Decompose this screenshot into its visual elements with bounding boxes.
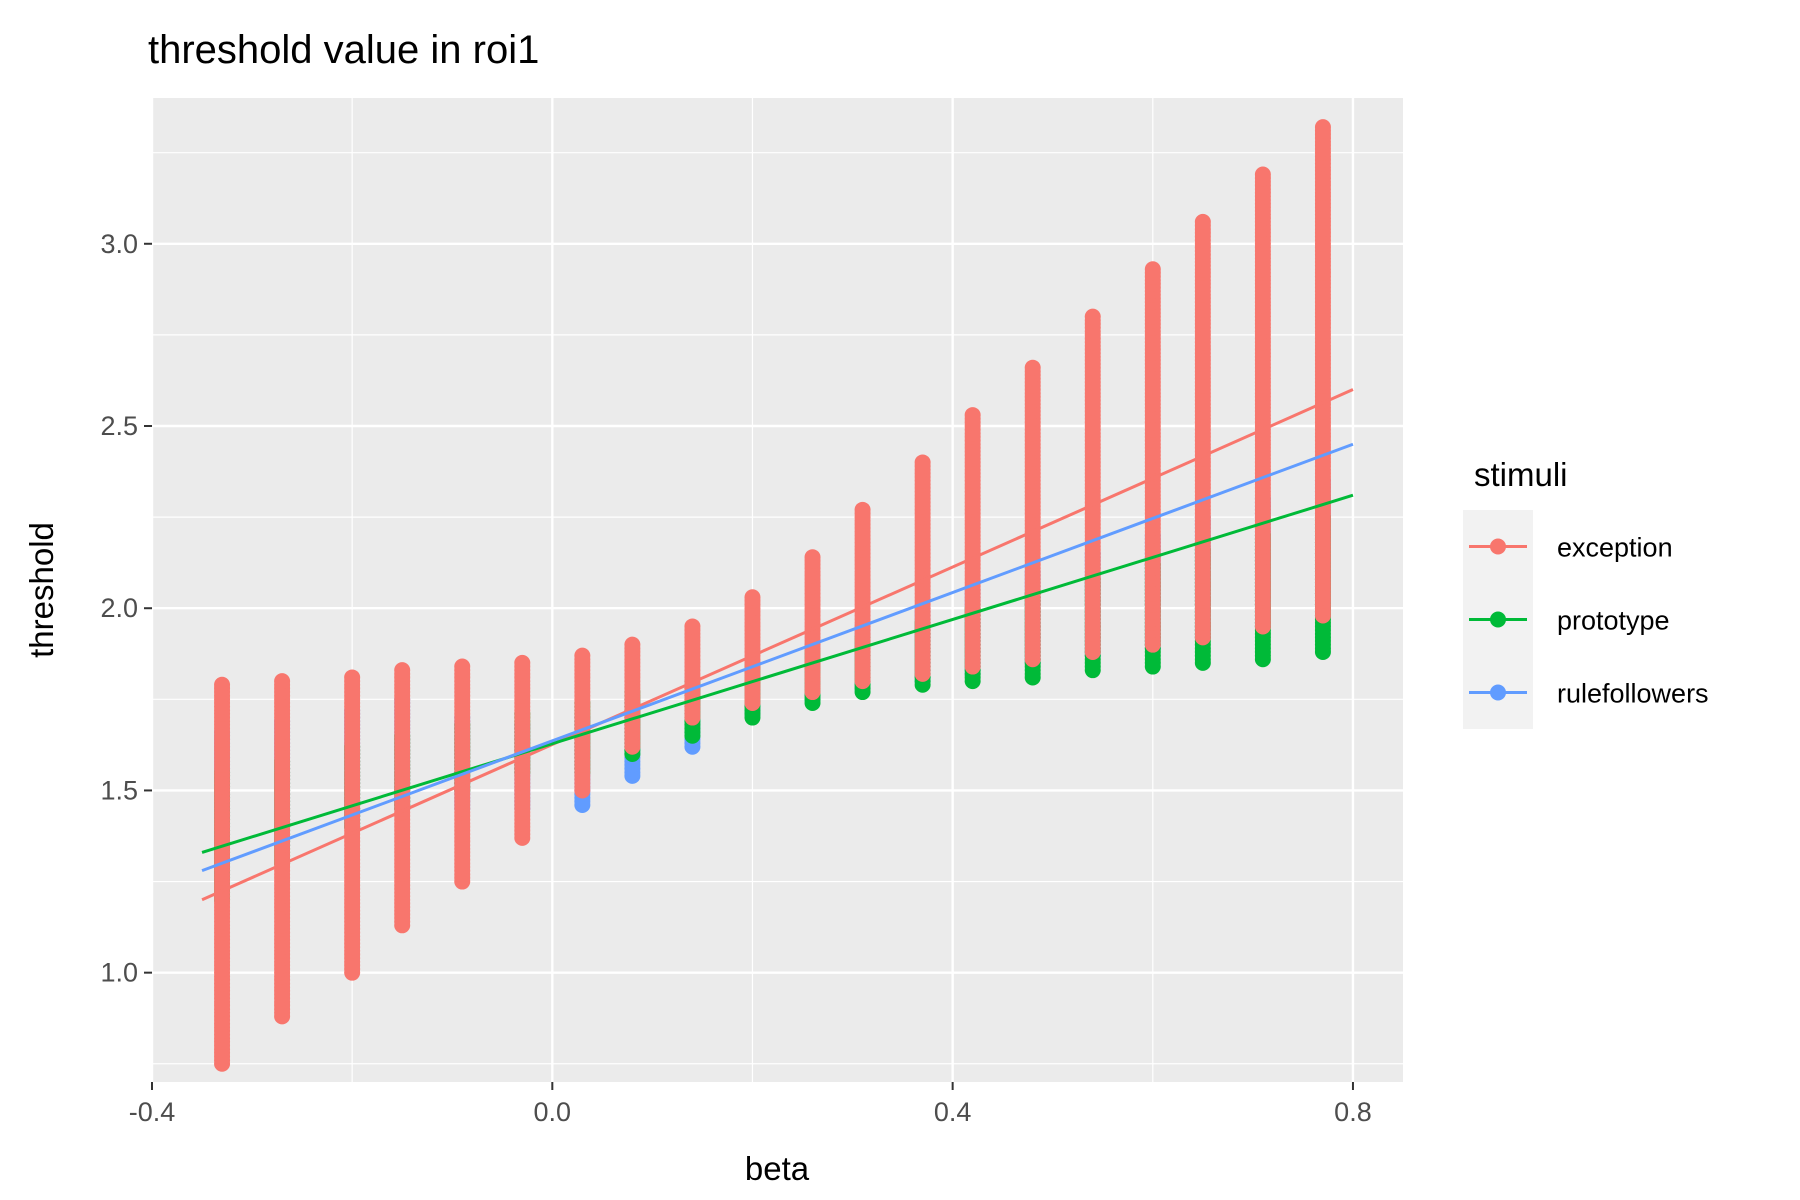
axes: -0.4 0.0 0.4 0.8 1.0 1.5 2.0 2.5 3.0	[100, 229, 1371, 1127]
exception-point	[1314, 119, 1331, 136]
exception-point	[914, 454, 931, 471]
scatter-points	[214, 119, 1331, 1072]
rulefollowers-fit-line	[201, 442, 1354, 873]
legend-label-exception: exception	[1557, 533, 1673, 563]
y-tick-label: 1.0	[100, 958, 138, 988]
exception-point	[1024, 359, 1041, 376]
plot-panel	[152, 98, 1403, 1082]
y-tick-label: 2.0	[100, 593, 138, 623]
prototype-fit-line	[201, 493, 1354, 854]
exception-point	[1254, 166, 1271, 183]
x-axis-title: beta	[745, 1150, 810, 1187]
exception-point	[684, 618, 701, 635]
legend: exception prototype rulefollowers	[1463, 510, 1709, 729]
exception-point	[514, 654, 531, 671]
legend-title: stimuli	[1474, 456, 1568, 493]
exception-point	[394, 662, 411, 679]
exception-point	[744, 589, 761, 606]
legend-label-prototype: prototype	[1557, 606, 1670, 636]
legend-label-rulefollowers: rulefollowers	[1557, 679, 1709, 709]
prototype-legend-point	[1490, 611, 1506, 628]
chart-title: threshold value in roi1	[148, 28, 539, 72]
exception-point	[214, 676, 231, 693]
exception-point	[344, 669, 361, 686]
x-tick-label: 0.8	[1334, 1097, 1372, 1127]
exception-point	[574, 647, 591, 664]
x-tick-label: 0.0	[534, 1097, 572, 1127]
exception-legend-point	[1490, 538, 1506, 555]
fit-lines	[201, 388, 1354, 902]
rulefollowers-legend-point	[1490, 684, 1506, 701]
exception-point	[964, 407, 981, 424]
exception-point	[854, 501, 871, 518]
grid	[150, 98, 1403, 1082]
y-axis-title: threshold	[23, 522, 60, 658]
exception-point	[1084, 308, 1101, 325]
x-tick-label: 0.4	[934, 1097, 972, 1127]
y-tick-label: 3.0	[100, 229, 138, 259]
exception-point	[1144, 261, 1161, 278]
y-tick-label: 2.5	[100, 411, 138, 441]
series-exception-points	[214, 119, 1331, 1072]
exception-point	[1194, 213, 1211, 230]
exception-fit-line	[201, 388, 1354, 902]
exception-point	[274, 673, 291, 690]
exception-point	[624, 636, 641, 653]
exception-point	[454, 658, 471, 675]
x-tick-label: -0.4	[129, 1097, 176, 1127]
y-tick-label: 1.5	[100, 775, 138, 805]
exception-point	[804, 549, 821, 566]
